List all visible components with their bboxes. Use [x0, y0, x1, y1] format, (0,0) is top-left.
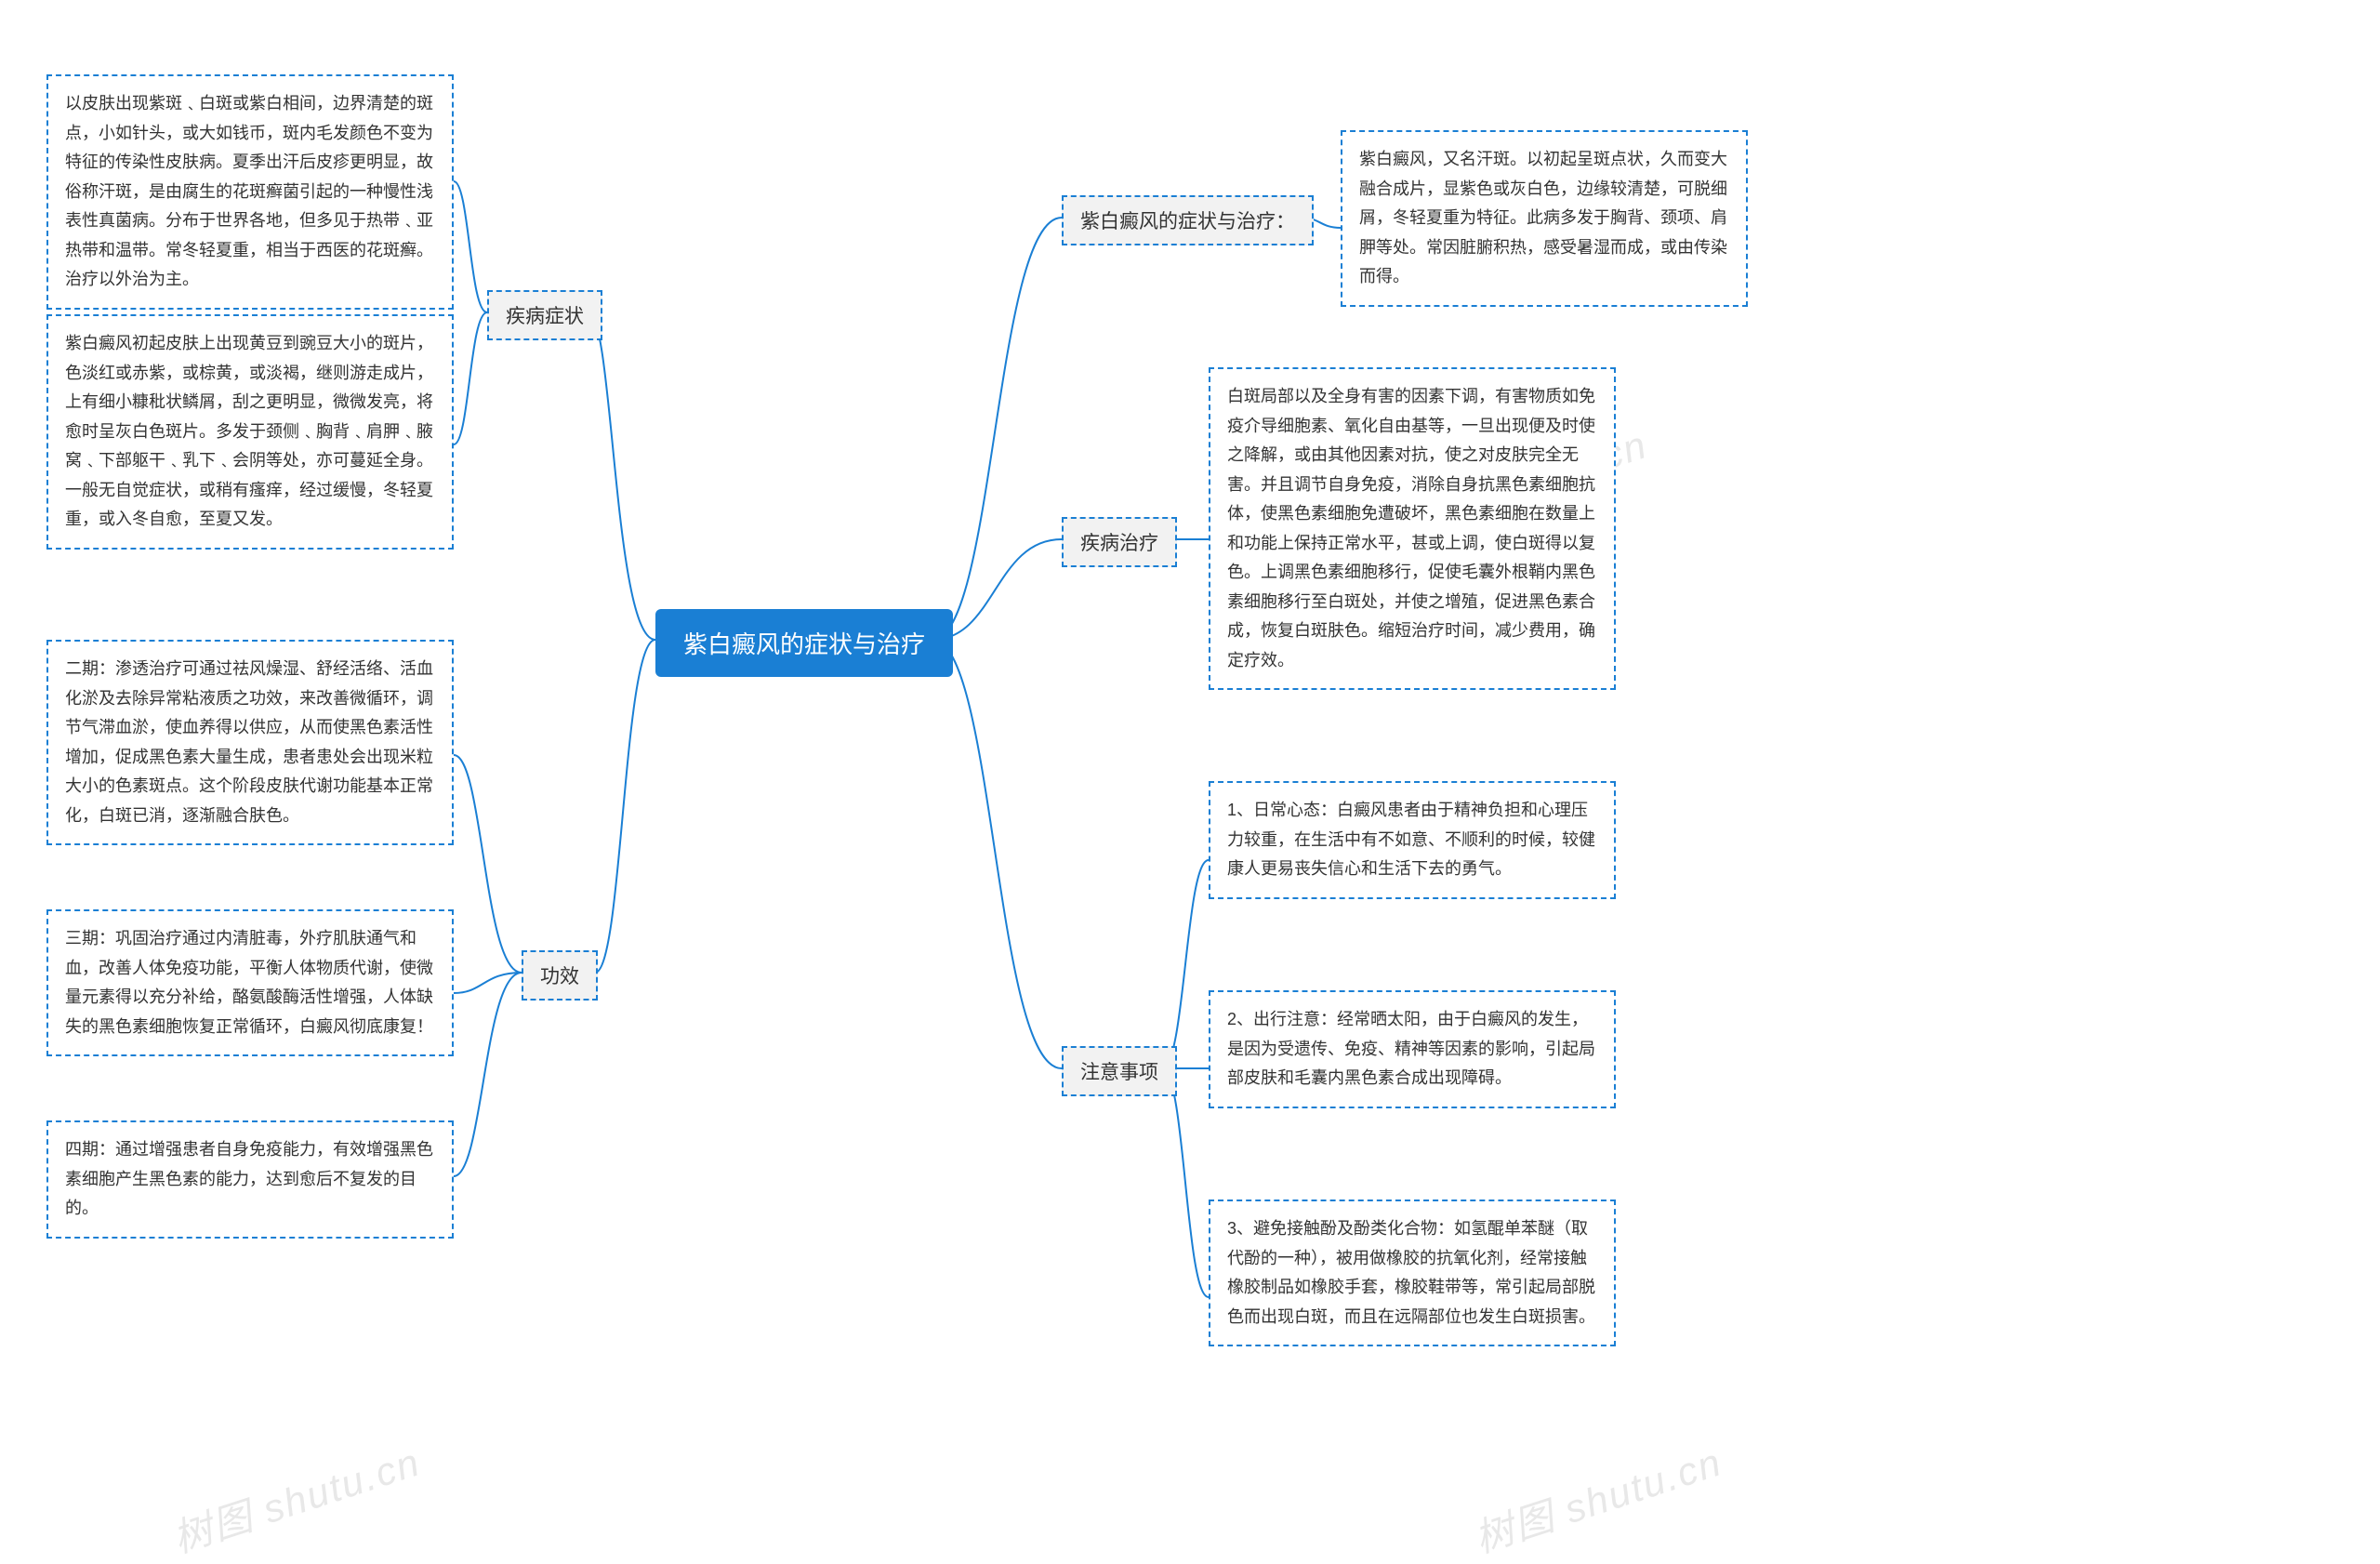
- mindmap-center[interactable]: 紫白癜风的症状与治疗: [655, 609, 953, 677]
- leaf-node[interactable]: 2、出行注意：经常晒太阳，由于白癜风的发生，是因为受遗传、免疫、精神等因素的影响…: [1209, 990, 1616, 1108]
- branch-effects[interactable]: 功效: [522, 950, 598, 1001]
- leaf-node[interactable]: 白斑局部以及全身有害的因素下调，有害物质如免疫介导细胞素、氧化自由基等，一旦出现…: [1209, 367, 1616, 690]
- leaf-node[interactable]: 紫白癜风，又名汗斑。以初起呈斑点状，久而变大融合成片，显紫色或灰白色，边缘较清楚…: [1341, 130, 1748, 307]
- leaf-node[interactable]: 1、日常心态：白癜风患者由于精神负担和心理压力较重，在生活中有不如意、不顺利的时…: [1209, 781, 1616, 899]
- leaf-node[interactable]: 三期：巩固治疗通过内清脏毒，外疗肌肤通气和血，改善人体免疫功能，平衡人体物质代谢…: [46, 909, 454, 1056]
- branch-symptoms-treatment[interactable]: 紫白癜风的症状与治疗：: [1062, 195, 1314, 245]
- leaf-node[interactable]: 紫白癜风初起皮肤上出现黄豆到豌豆大小的斑片，色淡红或赤紫，或棕黄，或淡褐，继则游…: [46, 314, 454, 550]
- leaf-node[interactable]: 四期：通过增强患者自身免疫能力，有效增强黑色素细胞产生黑色素的能力，达到愈后不复…: [46, 1120, 454, 1239]
- leaf-node[interactable]: 3、避免接触酚及酚类化合物：如氢醌单苯醚（取代酚的一种），被用做橡胶的抗氧化剂，…: [1209, 1200, 1616, 1346]
- branch-treatment[interactable]: 疾病治疗: [1062, 517, 1177, 567]
- branch-symptoms[interactable]: 疾病症状: [487, 290, 602, 340]
- leaf-node[interactable]: 二期：渗透治疗可通过祛风燥湿、舒经活络、活血化淤及去除异常粘液质之功效，来改善微…: [46, 640, 454, 845]
- leaf-node[interactable]: 以皮肤出现紫斑﹑白斑或紫白相间，边界清楚的斑点，小如针头，或大如钱币，斑内毛发颜…: [46, 74, 454, 310]
- branch-notes[interactable]: 注意事项: [1062, 1046, 1177, 1096]
